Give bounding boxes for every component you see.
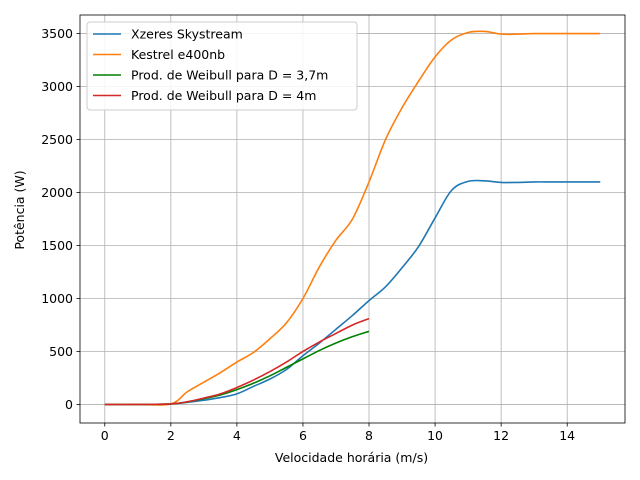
legend: Xzeres Skystream Kestrel e400nb Prod. de W… [86,21,358,111]
y-tick-label: 3000 [41,79,73,94]
x-tick-label: 14 [559,428,575,443]
legend-label-1: Kestrel e400nb [131,47,225,62]
x-axis-label: Velocidade horária (m/s) [275,450,428,465]
series-line-0 [104,179,601,406]
x-tick-label: 10 [427,428,443,443]
y-tick-label: 2500 [41,132,73,147]
y-tick-label: 2000 [41,185,73,200]
axes-frame [79,14,626,424]
x-tick-label: 12 [493,428,509,443]
x-tick-label: 2 [167,428,175,443]
x-tick-label: 0 [101,428,109,443]
x-axis-ticks: 0 2 4 6 8 10 12 14 [101,423,575,443]
legend-label-2: Prod. de Weibull para D = 3,7m [131,68,328,83]
y-axis-ticks: 0 500 1000 1500 2000 2500 3000 3500 [41,26,80,412]
legend-label-3: Prod. de Weibull para D = 4m [131,88,316,103]
y-tick-label: 0 [65,397,73,412]
y-tick-label: 500 [49,344,73,359]
y-axis-label: Potência (W) [12,170,27,249]
x-tick-label: 8 [365,428,373,443]
series-line-3 [104,317,370,406]
legend-label-0: Xzeres Skystream [131,27,243,42]
x-tick-label: 4 [233,428,241,443]
y-tick-label: 3500 [41,26,73,41]
legend-box [86,21,358,111]
series-lines [104,30,601,406]
series-line-1 [104,30,601,406]
plot-frame [79,14,626,424]
y-tick-label: 1000 [41,291,73,306]
x-tick-label: 6 [299,428,307,443]
y-tick-label: 1500 [41,238,73,253]
